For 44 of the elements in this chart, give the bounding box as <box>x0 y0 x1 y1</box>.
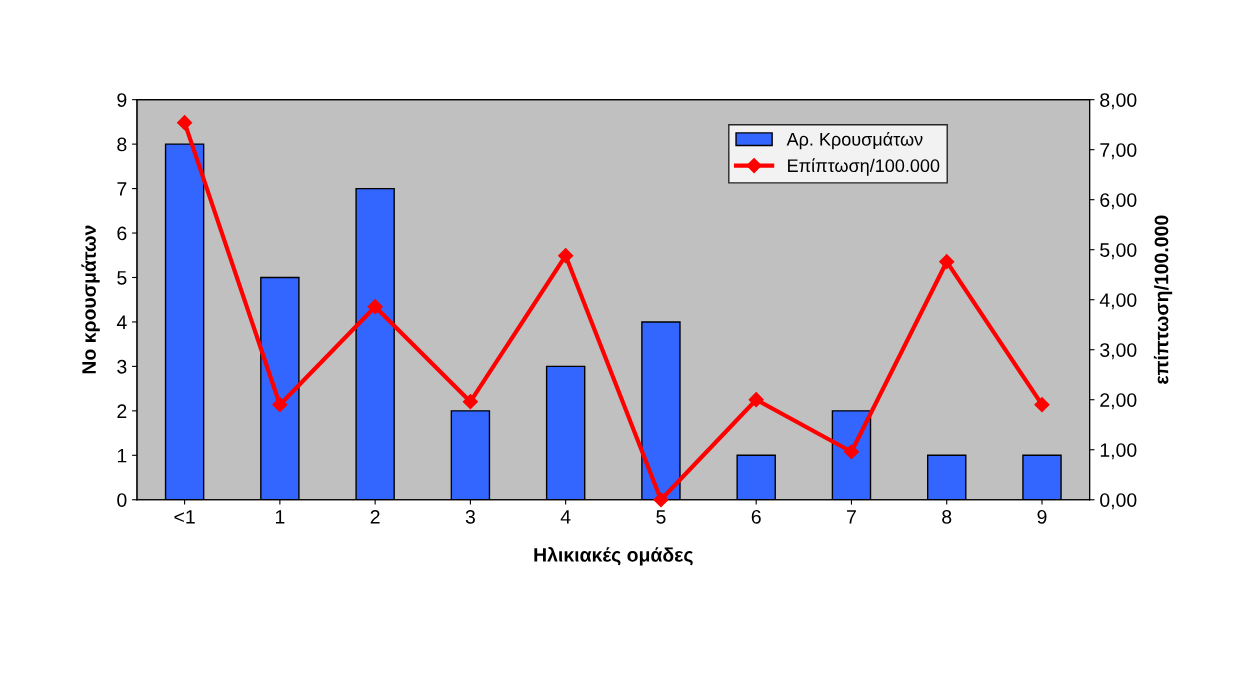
y2-tick-label: 1,00 <box>1100 443 1137 460</box>
y2-tick-label: 7,00 <box>1100 143 1137 160</box>
y-tick-label: 2 <box>117 404 127 418</box>
point <box>939 254 955 270</box>
x-tick-label: 7 <box>847 510 856 524</box>
y2-tick-label: 4,00 <box>1099 293 1137 310</box>
y-tick-label: 9 <box>117 93 127 107</box>
y2-tick-label: 5,00 <box>1100 243 1137 260</box>
point <box>462 394 478 410</box>
y-tick-label: 3 <box>117 359 127 374</box>
x-tick-label: 1 <box>275 510 285 524</box>
point <box>748 392 764 408</box>
x-tick-label: 6 <box>751 509 761 524</box>
x-tick-label: <1 <box>174 510 195 524</box>
x-tick-label: 5 <box>656 510 666 524</box>
y-tick-label: 0 <box>117 493 127 507</box>
legend-label: Αρ. Κρουσμάτων <box>786 131 923 150</box>
y-tick-label: 6 <box>117 226 127 241</box>
y-tick-label: 8 <box>117 137 127 152</box>
y-axis-title: Νο κρουσμάτων <box>81 225 100 374</box>
x-tick-label: 9 <box>1037 509 1047 524</box>
y2-tick-label: 2,00 <box>1100 393 1137 410</box>
point <box>558 248 574 264</box>
legend-label: Επίπτωση/100.000 <box>788 158 940 176</box>
y-tick-label: 4 <box>116 315 127 329</box>
y2-tick-label: 8,00 <box>1100 93 1137 110</box>
point <box>1034 397 1050 413</box>
point <box>843 444 860 460</box>
x-tick-label: 3 <box>465 509 475 524</box>
y-tick-label: 1 <box>117 448 127 463</box>
point <box>367 299 383 315</box>
point <box>177 115 193 131</box>
x-axis-title: Ηλικιακές ομάδες <box>534 546 693 566</box>
y2-tick-label: 0,00 <box>1100 493 1137 510</box>
y2-tick-label: 3,00 <box>1100 343 1137 360</box>
y2-axis-title: επίπτωση/100.000 <box>1153 215 1173 384</box>
y2-tick-label: 6,00 <box>1100 193 1137 210</box>
x-tick-label: 4 <box>560 510 571 524</box>
x-tick-label: 2 <box>370 509 380 524</box>
point <box>272 397 288 413</box>
point <box>653 492 669 508</box>
y-tick-label: 7 <box>117 182 127 196</box>
x-tick-label: 8 <box>942 509 952 524</box>
y-tick-label: 5 <box>117 271 127 285</box>
